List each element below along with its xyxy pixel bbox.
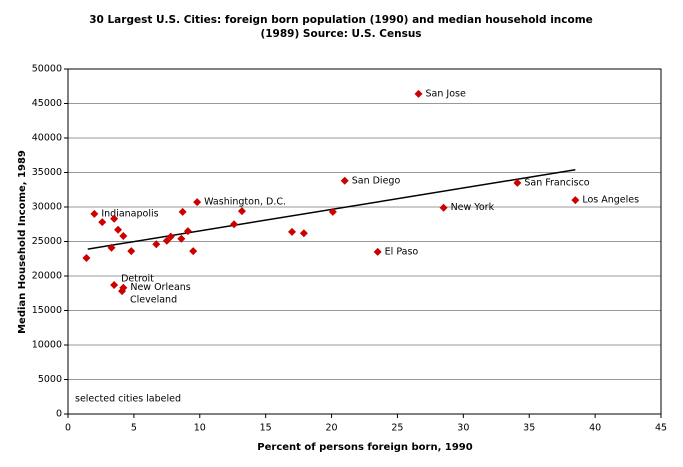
marker (118, 287, 127, 296)
marker (177, 234, 186, 243)
marker (230, 220, 239, 229)
x-tick-label: 35 (523, 423, 535, 434)
point-label: New York (451, 202, 495, 213)
marker (90, 209, 99, 218)
point-label: Indianapolis (101, 208, 158, 219)
y-tick-label: 35000 (32, 167, 62, 178)
y-tick-label: 20000 (32, 271, 62, 282)
marker (189, 247, 198, 256)
x-tick-label: 10 (194, 423, 206, 434)
y-tick-label: 40000 (32, 133, 62, 144)
x-tick-label: 20 (326, 423, 338, 434)
point-label: San Francisco (524, 177, 589, 188)
marker (328, 207, 337, 216)
marker (162, 236, 171, 245)
point-label: El Paso (385, 246, 419, 257)
marker (127, 247, 136, 256)
y-tick-label: 50000 (32, 64, 62, 75)
point-label: New Orleans (130, 282, 190, 293)
marker (340, 176, 349, 185)
marker (110, 280, 119, 289)
marker (152, 240, 161, 249)
marker (288, 227, 297, 236)
x-tick-label: 30 (457, 423, 469, 434)
marker (107, 243, 116, 252)
point-label: San Jose (426, 88, 466, 99)
x-tick-label: 25 (391, 423, 403, 434)
marker (237, 207, 246, 216)
x-tick-label: 40 (589, 423, 601, 434)
y-tick-label: 15000 (32, 305, 62, 316)
marker (98, 218, 107, 227)
marker (373, 247, 382, 256)
marker (82, 254, 91, 263)
chart-title: 30 Largest U.S. Cities: foreign born pop… (89, 14, 593, 26)
plot-border (67, 68, 662, 415)
marker (439, 203, 448, 212)
x-axis-label: Percent of persons foreign born, 1990 (257, 442, 472, 453)
y-tick-label: 5000 (38, 374, 62, 385)
annotation: selected cities labeled (75, 394, 181, 405)
marker (178, 207, 187, 216)
chart-title: (1989) Source: U.S. Census (260, 28, 421, 40)
y-axis-label: Median Household Income, 1989 (17, 150, 28, 334)
point-label: San Diego (352, 175, 401, 186)
marker (513, 178, 522, 187)
marker (114, 225, 123, 234)
point-label: Washington, D.C. (204, 197, 286, 208)
y-tick-label: 10000 (32, 340, 62, 351)
marker (571, 196, 580, 205)
marker (183, 227, 192, 236)
marker (166, 232, 175, 241)
y-tick-label: 0 (56, 409, 62, 420)
point-label: Cleveland (130, 295, 177, 306)
point-label: Detroit (121, 273, 154, 284)
y-tick-label: 25000 (32, 236, 62, 247)
marker (193, 198, 202, 207)
marker (414, 89, 423, 98)
y-tick-label: 45000 (32, 98, 62, 109)
x-tick-label: 5 (131, 423, 137, 434)
marker (119, 231, 128, 240)
x-tick-label: 15 (260, 423, 272, 434)
x-tick-label: 0 (65, 423, 71, 434)
point-label: Los Angeles (582, 195, 639, 206)
y-tick-label: 30000 (32, 202, 62, 213)
x-tick-label: 45 (655, 423, 667, 434)
marker (299, 229, 308, 238)
marker (110, 214, 119, 223)
